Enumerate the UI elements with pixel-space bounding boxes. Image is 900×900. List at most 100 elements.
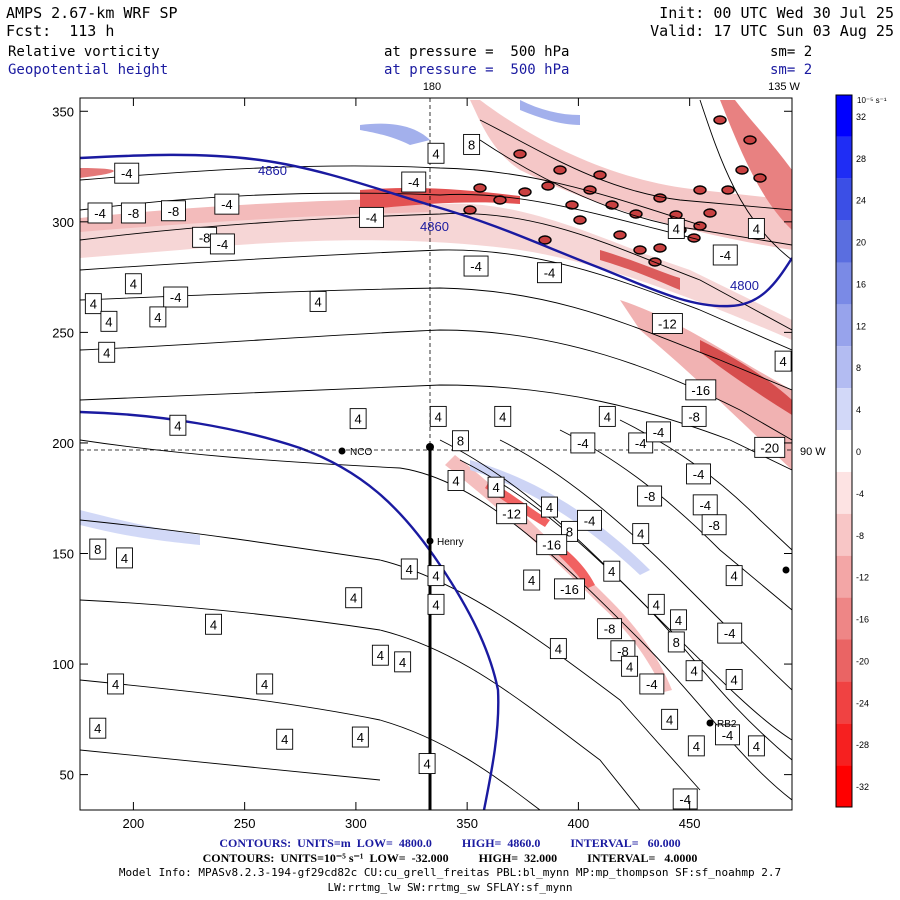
station-label-nco: NCO bbox=[350, 447, 372, 458]
contour-label-box bbox=[537, 262, 562, 284]
colorbar-tick-label: 24 bbox=[856, 196, 866, 206]
vorticity-cell bbox=[538, 235, 552, 245]
contour-label-box bbox=[598, 405, 616, 427]
contour-label-value: 4 bbox=[210, 617, 217, 632]
contour-label: 4 bbox=[429, 405, 447, 427]
contour-label: 4 bbox=[774, 350, 792, 372]
contour-label: 4 bbox=[371, 644, 389, 666]
contour-label-box bbox=[549, 638, 567, 660]
contour-label: -20 bbox=[754, 436, 786, 458]
contour-label-box bbox=[647, 593, 665, 615]
colorbar-swatch bbox=[836, 681, 852, 724]
contour-label: 4 bbox=[603, 560, 621, 582]
contour-label: 4 bbox=[725, 565, 743, 587]
plot-area: 4860 4860 4800 84-4-4-4 -8 -8 -4-4-8 -44 4-4-… bbox=[80, 98, 792, 810]
contour-label: 4 bbox=[427, 142, 445, 164]
contour-label: -4 bbox=[114, 162, 140, 184]
colorbar-tick-label: -8 bbox=[856, 531, 864, 541]
contour-label: 4 bbox=[205, 613, 222, 635]
footer-vorticity-contours: CONTOURS: UNITS=10⁻⁵ s⁻¹ LOW= -32.000 HI… bbox=[202, 851, 698, 865]
lon-label-135w: 135 W bbox=[768, 81, 800, 93]
colorbar-unit: 10⁻⁵ s⁻¹ bbox=[857, 96, 887, 105]
colorbar-swatch bbox=[836, 723, 852, 766]
contour-label-box bbox=[120, 202, 146, 224]
contour-label: 4 bbox=[345, 587, 363, 609]
y-tick-label: 300 bbox=[52, 215, 74, 230]
contour-label: -8 bbox=[160, 200, 186, 222]
colorbar-tick-label: 28 bbox=[856, 154, 866, 164]
contour-label-value: -4 bbox=[653, 425, 665, 440]
contour-label-value: 4 bbox=[314, 294, 321, 309]
colorbar-swatch bbox=[836, 346, 852, 389]
contour-label-box bbox=[89, 538, 107, 560]
contour-label-value: 4 bbox=[423, 757, 430, 772]
contour-label-value: 4 bbox=[753, 221, 760, 236]
contour-label: -4 bbox=[577, 509, 602, 531]
station-marker-nco bbox=[338, 447, 346, 455]
contour-label: -8 bbox=[597, 618, 622, 640]
contour-label-box bbox=[672, 788, 698, 810]
contour-label-value: 4 bbox=[528, 573, 535, 588]
x-tick-label: 300 bbox=[345, 816, 367, 831]
y-tick-label: 50 bbox=[60, 768, 74, 783]
contour-label: 4 bbox=[124, 273, 142, 295]
contour-label-value: 4 bbox=[452, 474, 459, 489]
contour-label: -4 bbox=[359, 206, 384, 228]
station-marker-rb2 bbox=[706, 719, 714, 727]
vorticity-chart: 180 135 W 90 W bbox=[52, 81, 887, 831]
colorbar-tick-label: -24 bbox=[856, 698, 869, 708]
colorbar-swatch bbox=[836, 304, 852, 347]
valid-time: Valid: 17 UTC Sun 03 Aug 25 bbox=[650, 22, 894, 40]
vorticity-cell bbox=[541, 181, 555, 191]
contour-label-value: 4 bbox=[261, 677, 268, 692]
contour-label-box bbox=[418, 753, 436, 775]
contour-label-value: -16 bbox=[691, 383, 710, 398]
colorbar-swatch bbox=[836, 765, 852, 807]
contour-label-box bbox=[667, 631, 685, 653]
contour-label-box bbox=[686, 463, 711, 485]
height-label-right: 4800 bbox=[730, 278, 759, 293]
vorticity-cells bbox=[463, 115, 767, 267]
contour-label-value: -8 bbox=[708, 518, 720, 533]
contour-label-value: -8 bbox=[168, 204, 180, 219]
contour-label: -12 bbox=[496, 503, 528, 525]
contour-label-value: -4 bbox=[470, 259, 482, 274]
contour-label-value: -4 bbox=[693, 467, 705, 482]
contour-label: 4 bbox=[400, 558, 418, 580]
vorticity-cell bbox=[703, 208, 717, 218]
contour-label: -4 bbox=[537, 262, 562, 284]
contour-label: -4 bbox=[401, 171, 427, 193]
contour-label-value: 4 bbox=[355, 412, 362, 427]
station-label-rb2: RB2 bbox=[717, 719, 737, 730]
contour-label-box bbox=[89, 717, 107, 739]
contour-label: -8 bbox=[701, 514, 727, 536]
x-tick-label: 350 bbox=[456, 816, 478, 831]
contour-label: -16 bbox=[536, 534, 568, 556]
colorbar-swatch bbox=[836, 220, 852, 263]
y-tick-label: 200 bbox=[52, 436, 74, 451]
contour-label: 4 bbox=[349, 408, 367, 430]
contour-label-box bbox=[494, 405, 512, 427]
contour-label-box bbox=[100, 310, 118, 332]
station-marker-edge bbox=[782, 566, 790, 574]
colorbar-tick-label: 8 bbox=[856, 363, 861, 373]
contour-label: 4 bbox=[169, 414, 187, 436]
contour-label-box bbox=[687, 735, 705, 757]
contour-label: -4 bbox=[715, 724, 740, 746]
contour-label: 8 bbox=[89, 538, 107, 560]
contour-label-box bbox=[651, 313, 683, 334]
contour-label: -4 bbox=[163, 286, 189, 308]
contour-label-value: 4 bbox=[673, 221, 680, 236]
contour-label-box bbox=[427, 565, 445, 587]
contour-label-value: 4 bbox=[779, 354, 786, 369]
contour-label: 4 bbox=[687, 735, 705, 757]
contour-label-value: 4 bbox=[675, 613, 682, 628]
contour-label-value: -8 bbox=[688, 409, 700, 424]
vorticity-cell bbox=[753, 173, 767, 183]
contour-label-value: 8 bbox=[468, 137, 475, 152]
contour-label-box bbox=[747, 735, 765, 757]
colorbar-swatch bbox=[836, 639, 852, 682]
field2-name: Geopotential height bbox=[8, 62, 169, 78]
contour-label-box bbox=[774, 350, 792, 372]
contour-label-box bbox=[725, 565, 743, 587]
